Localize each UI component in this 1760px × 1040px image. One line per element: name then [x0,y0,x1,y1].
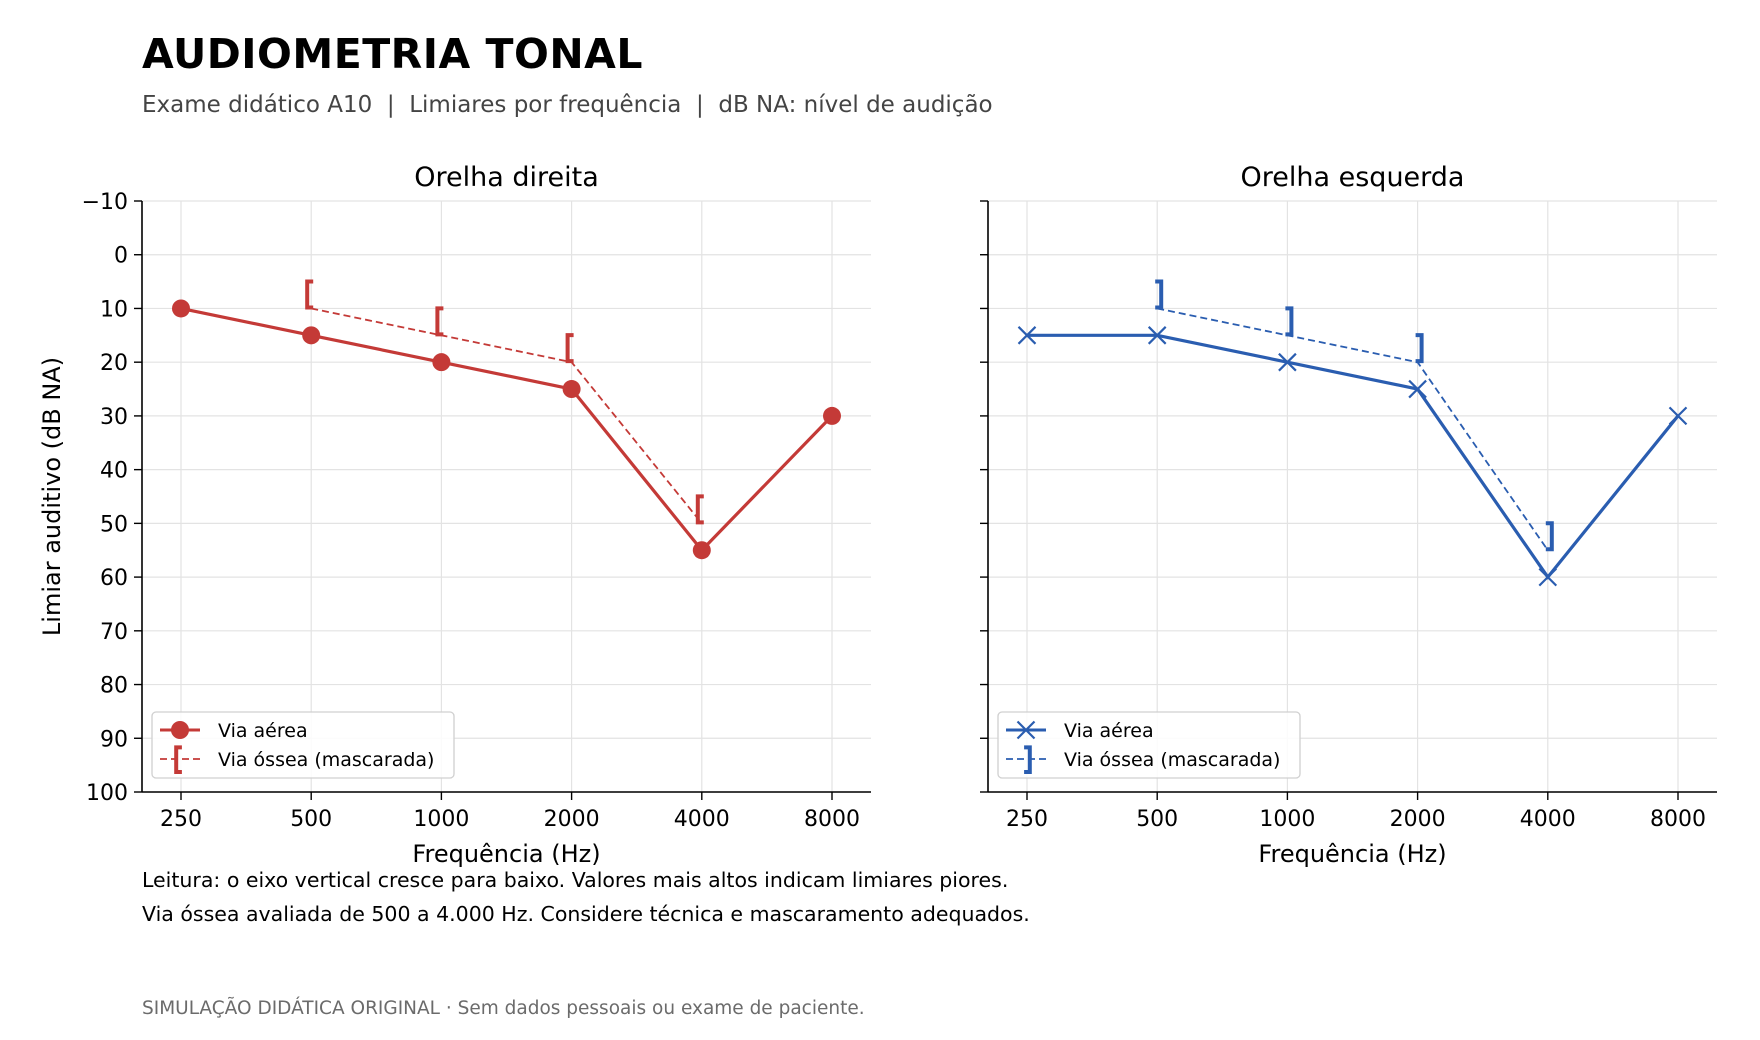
chart-subtitle: Exame didático A10 | Limiares por frequê… [142,92,993,118]
panel-title: Orelha esquerda [1241,162,1465,193]
panel-title: Orelha direita [414,162,599,193]
y-tick-label: 60 [100,566,128,591]
legend-item: Via óssea (mascarada) [160,745,434,775]
bone-conduction-point [435,306,444,337]
legend-item: Via aérea [160,720,308,742]
air-conduction-point [562,380,581,399]
y-tick-label: 50 [100,512,128,537]
x-tick-label: 2000 [544,807,600,832]
legend-box [151,711,455,779]
bone-conduction-point [1415,333,1424,364]
air-conduction-point [1278,352,1297,372]
x-tick-label: 8000 [804,807,860,832]
y-tick-label: 40 [100,459,128,484]
legend-label: Via óssea (mascarada) [1064,749,1280,771]
bone-conduction-point [1545,521,1554,552]
y-tick-label: 10 [100,297,128,322]
y-tick-label: −10 [82,190,128,215]
y-tick-label: 20 [100,351,128,376]
air-conduction-point [823,406,841,425]
bone-conduction-point [305,279,314,310]
x-tick-label: 1000 [413,807,469,832]
x-tick-label: 500 [290,807,332,832]
y-tick-label: 70 [100,620,128,645]
legend-item: Via óssea (mascarada) [1006,745,1280,775]
legend-marker-swatch [171,721,189,739]
legend-marker-swatch [1016,720,1036,740]
legend-item: Via aérea [1006,720,1154,742]
y-tick-label: 100 [86,781,128,806]
y-tick-label: 30 [100,405,128,430]
y-tick-label: 0 [114,244,128,269]
y-tick-label: 80 [100,674,128,699]
bone-conduction-point [1285,306,1294,337]
reading-note: Leitura: o eixo vertical cresce para bai… [142,868,1009,892]
legend-marker-swatch [1024,745,1032,775]
bone-conduction-point [565,333,574,364]
bone-conduction-series [1155,279,1554,552]
air-conduction-line [180,306,834,553]
x-axis-label: Frequência (Hz) [412,840,600,868]
air-conduction-point [1147,326,1167,345]
air-conduction-series [1017,326,1688,587]
air-conduction-point [1017,326,1037,345]
air-conduction-point [432,353,451,372]
air-conduction-line [1027,333,1680,580]
legend: Via aérea Via óssea (mascarada) [997,711,1301,779]
bone-conduction-point [1155,279,1164,310]
legend-label: Via óssea (mascarada) [218,749,434,771]
air-conduction-point [302,326,321,345]
legend-marker-swatch [174,745,182,775]
x-tick-label: 250 [160,807,202,832]
air-conduction-series [172,299,841,560]
legend-label: Via aérea [218,720,308,742]
x-tick-label: 4000 [674,807,730,832]
chart-title: AUDIOMETRIA TONAL [142,30,644,78]
x-tick-label: 2000 [1390,807,1446,832]
chart-panel-1: −10 0 10 20 30 40 50 60 70 80 90 100 250 500 1000 2000 4… [38,162,871,868]
legend-label: Via aérea [1064,720,1154,742]
chart-panel-2: 250 500 1000 2000 4000 8000 Orelha esquerda Fre… [980,162,1717,868]
x-tick-label: 1000 [1259,807,1315,832]
air-conduction-point [692,541,711,560]
air-conduction-point [1668,406,1688,426]
air-conduction-point [1538,567,1558,587]
bone-conduction-series [305,279,704,525]
air-conduction-point [172,299,190,318]
x-axis-label: Frequência (Hz) [1258,840,1446,868]
footer-disclaimer: SIMULAÇÃO DIDÁTICA ORIGINAL · Sem dados … [142,998,865,1019]
y-axis-label: Limiar auditivo (dB NA) [38,357,66,636]
bone-conduction-line [311,307,703,524]
bone-conduction-point [695,494,704,525]
air-conduction-point [1408,379,1427,399]
y-tick-label: 90 [100,727,128,752]
x-tick-label: 4000 [1520,807,1576,832]
bone-conduction-note: Via óssea avaliada de 500 a 4.000 Hz. Co… [142,902,1030,926]
x-tick-label: 250 [1006,807,1048,832]
legend: Via aérea Via óssea (mascarada) [151,711,455,779]
x-tick-label: 500 [1136,807,1178,832]
bone-conduction-line [1157,307,1549,551]
x-tick-label: 8000 [1650,807,1706,832]
legend-box [997,711,1301,779]
